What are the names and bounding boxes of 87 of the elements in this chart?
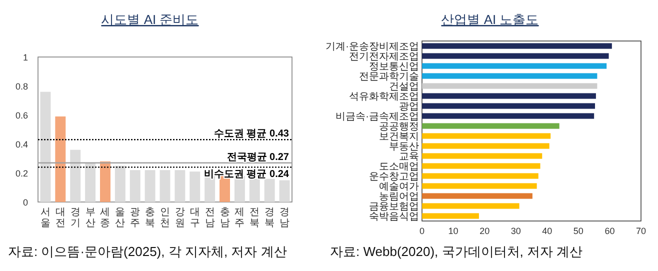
bar: [422, 53, 609, 59]
bar: [279, 180, 290, 202]
y-tick-label: 전기전자제조업: [349, 52, 419, 62]
bar: [85, 162, 96, 202]
ref-line-label: 전국평균 0.27: [226, 152, 290, 163]
bar: [422, 123, 560, 129]
y-tick-label: 0.4: [15, 140, 28, 150]
x-tick-label: 대구: [190, 207, 200, 229]
bar: [130, 170, 140, 202]
y-tick-label: 교육: [399, 152, 419, 162]
x-tick-label: 30: [510, 226, 521, 236]
x-tick-label: 충북: [145, 207, 156, 229]
bar: [144, 170, 156, 202]
x-tick-label: 충남: [220, 207, 230, 229]
bar: [422, 133, 551, 139]
text: 자료: Webb(2020), 국가데이터처, 저자 계산: [330, 244, 583, 259]
bar: [422, 93, 596, 99]
y-tick-label: 전문과학기술: [359, 72, 419, 82]
text: 자료: 이으뜸·문아람(2025), 각 지자체, 저자 계산: [8, 244, 287, 259]
x-tick-label: 세종: [100, 207, 110, 229]
x-tick-label: 제주: [234, 207, 245, 229]
x-tick-label: 전북: [250, 207, 260, 229]
chart-title: 산업별 AI 노출도: [441, 12, 539, 27]
bar: [422, 103, 596, 109]
chart-title: 시도별 AI 준비도: [101, 12, 199, 27]
y-tick-label: 도소매업: [379, 162, 419, 172]
y-tick-label: 0.2: [15, 168, 28, 178]
y-tick-label: 기계·운송장비제조업: [326, 42, 419, 52]
y-tick-label: 농림어업: [379, 192, 419, 202]
bar: [422, 153, 542, 159]
bar: [264, 178, 275, 202]
y-tick-label: 보건복지: [379, 132, 419, 142]
ref-line-label: 수도권 평균 0.43: [214, 128, 290, 140]
bar: [422, 143, 550, 149]
y-tick-label: 부동산: [389, 142, 419, 152]
x-tick-label: 광주: [130, 207, 140, 229]
bar: [422, 83, 598, 89]
bar: [422, 193, 532, 199]
x-tick-label: 강원: [174, 207, 185, 229]
y-tick-label: 광업: [399, 102, 419, 112]
x-tick-label: 서울: [40, 207, 50, 229]
x-tick-label: 10: [448, 226, 458, 236]
bar: [70, 150, 81, 202]
x-tick-label: 50: [573, 226, 584, 236]
bar: [100, 161, 110, 202]
x-tick-label: 20: [480, 226, 490, 236]
bar: [422, 213, 479, 219]
x-tick-label: 울산: [115, 207, 126, 229]
bar: [422, 43, 612, 49]
bar: [174, 170, 186, 202]
bar: [422, 73, 598, 79]
ref-line-label: 비수도권 평균 0.24: [204, 169, 290, 180]
bar: [249, 178, 260, 202]
y-tick-label: 0.6: [15, 110, 28, 120]
x-tick-label: 대전: [55, 207, 66, 229]
x-tick-label: 70: [636, 226, 646, 236]
y-tick-label: 0: [22, 198, 28, 208]
y-tick-label: 숙박음식업: [369, 212, 419, 222]
y-tick-label: 공공행정: [379, 122, 419, 132]
bar: [55, 116, 66, 202]
bar: [422, 173, 538, 179]
y-tick-label: 석유화학제조업: [349, 92, 419, 102]
bar: [422, 163, 540, 169]
bar: [422, 113, 594, 119]
bar: [160, 170, 170, 202]
y-tick-label: 금융보험업: [369, 202, 419, 212]
y-tick-label: 0.8: [15, 82, 28, 92]
x-tick-label: 경북: [264, 207, 275, 229]
bar: [40, 92, 51, 202]
y-tick-label: 정보통신업: [369, 62, 419, 72]
x-tick-label: 경남: [280, 207, 290, 229]
bar: [422, 203, 520, 209]
bar: [422, 183, 537, 189]
y-tick-label: 1: [22, 52, 28, 62]
y-tick-label: 건설업: [389, 82, 419, 92]
y-tick-label: 예술여가: [379, 182, 419, 192]
x-tick-label: 40: [542, 226, 552, 236]
bar: [422, 63, 607, 69]
x-tick-label: 인천: [160, 207, 170, 229]
x-tick-label: 전남: [204, 207, 215, 229]
y-tick-label: 운수창고업: [369, 172, 419, 182]
bar: [190, 172, 200, 202]
x-tick-label: 부산: [85, 207, 96, 229]
y-tick-label: 비금속·금속제조업: [336, 112, 419, 122]
x-tick-label: 경기: [70, 207, 80, 229]
bar: [114, 166, 126, 202]
x-tick-label: 60: [604, 226, 615, 236]
